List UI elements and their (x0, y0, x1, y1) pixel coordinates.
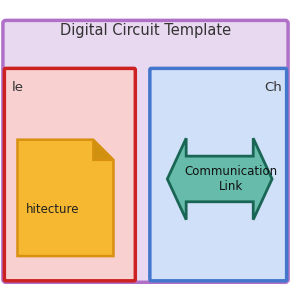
Text: le: le (12, 81, 24, 95)
FancyBboxPatch shape (3, 20, 288, 282)
Polygon shape (93, 140, 113, 160)
FancyBboxPatch shape (150, 68, 287, 281)
Text: Communication
Link: Communication Link (185, 165, 278, 193)
Polygon shape (167, 138, 272, 220)
FancyBboxPatch shape (4, 68, 135, 281)
Text: Digital Circuit Template: Digital Circuit Template (60, 23, 231, 38)
Text: Ch: Ch (265, 81, 282, 95)
Text: hitecture: hitecture (26, 203, 80, 216)
Polygon shape (17, 140, 113, 256)
